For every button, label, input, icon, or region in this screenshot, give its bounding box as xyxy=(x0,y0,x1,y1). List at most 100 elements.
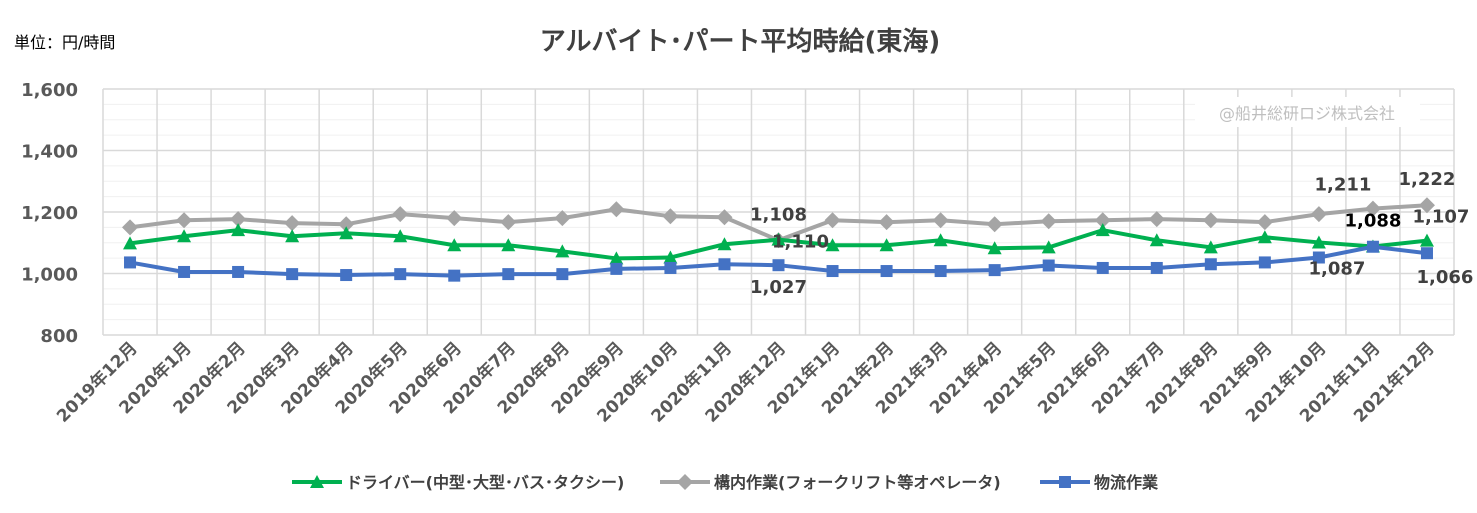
data-point-diamond xyxy=(1418,197,1435,214)
data-label: 1,222 xyxy=(1399,169,1456,190)
data-point-diamond xyxy=(1256,214,1273,231)
data-point-square xyxy=(286,268,299,281)
y-tick-label: 1,400 xyxy=(21,142,78,163)
y-tick-label: 1,600 xyxy=(21,80,78,101)
data-point-diamond xyxy=(677,474,693,490)
data-point-diamond xyxy=(176,212,193,229)
data-point-triangle xyxy=(555,244,570,258)
data-label: 1,107 xyxy=(1413,207,1470,228)
data-point-diamond xyxy=(446,210,463,227)
data-point-square xyxy=(232,265,245,278)
data-point-triangle xyxy=(285,229,300,243)
data-point-diamond xyxy=(662,208,679,225)
data-point-diamond xyxy=(1310,206,1327,223)
watermark: @船井総研ロジ株式会社 xyxy=(1219,104,1395,123)
data-point-square xyxy=(394,268,407,281)
legend-label: 構内作業(フォークリフト等オペレータ) xyxy=(714,473,1001,492)
data-point-square xyxy=(610,262,623,275)
data-point-triangle xyxy=(771,232,786,246)
data-point-triangle xyxy=(447,238,462,252)
legend-item: ドライバー(中型･大型･バス･タクシー) xyxy=(292,473,624,492)
data-point-diamond xyxy=(554,210,571,227)
data-point-square xyxy=(826,265,839,278)
data-point-square xyxy=(448,269,461,282)
data-point-diamond xyxy=(500,214,517,231)
y-tick-label: 1,000 xyxy=(21,265,78,286)
data-point-square xyxy=(178,265,191,278)
chart-title: アルバイト･パート平均時給(東海) xyxy=(540,26,941,57)
data-point-square xyxy=(124,256,137,269)
data-point-triangle xyxy=(1203,240,1218,254)
data-point-triangle xyxy=(231,223,246,237)
unit-label: 単位：円/時間 xyxy=(14,33,115,52)
data-point-triangle xyxy=(393,229,408,243)
data-label: 1,066 xyxy=(1417,267,1474,288)
data-point-square xyxy=(1150,261,1163,274)
data-point-diamond xyxy=(1148,211,1165,228)
data-point-square xyxy=(718,258,731,271)
data-point-square xyxy=(1042,259,1055,272)
data-point-square xyxy=(556,268,569,281)
data-point-diamond xyxy=(878,214,895,231)
data-point-triangle xyxy=(177,229,192,243)
data-label: 1,211 xyxy=(1314,175,1371,196)
data-point-triangle xyxy=(1041,240,1056,254)
data-point-square xyxy=(1059,476,1071,488)
data-point-diamond xyxy=(1364,200,1381,217)
data-point-triangle xyxy=(339,226,354,240)
data-point-triangle xyxy=(717,237,732,251)
data-point-triangle xyxy=(1311,235,1326,249)
data-point-triangle xyxy=(123,236,138,250)
legend-label: 物流作業 xyxy=(1094,473,1159,492)
data-point-triangle xyxy=(1149,233,1164,247)
data-point-square xyxy=(1258,256,1271,269)
data-point-square xyxy=(1366,240,1379,253)
data-point-square xyxy=(1312,251,1325,264)
y-tick-label: 800 xyxy=(40,326,78,347)
data-label: 1,110 xyxy=(772,232,829,253)
data-point-diamond xyxy=(824,212,841,229)
data-point-square xyxy=(772,259,785,272)
data-point-diamond xyxy=(608,201,625,218)
data-point-square xyxy=(988,264,1001,277)
data-point-diamond xyxy=(1094,212,1111,229)
legend-label: ドライバー(中型･大型･バス･タクシー) xyxy=(346,473,624,492)
data-point-triangle xyxy=(310,475,324,488)
data-point-triangle xyxy=(1095,223,1110,237)
data-point-triangle xyxy=(1419,233,1434,247)
data-point-diamond xyxy=(1202,212,1219,229)
data-point-square xyxy=(880,265,893,278)
data-point-triangle xyxy=(879,238,894,252)
data-point-triangle xyxy=(933,233,948,247)
data-point-diamond xyxy=(122,219,139,236)
data-point-triangle xyxy=(1257,230,1272,244)
data-point-triangle xyxy=(987,241,1002,255)
data-point-diamond xyxy=(1040,213,1057,230)
data-point-diamond xyxy=(932,212,949,229)
data-point-diamond xyxy=(230,211,247,228)
data-point-triangle xyxy=(663,250,678,264)
data-point-diamond xyxy=(986,216,1003,233)
data-point-square xyxy=(664,261,677,274)
data-point-triangle xyxy=(501,238,516,252)
data-point-square xyxy=(340,269,353,282)
data-point-square xyxy=(934,265,947,278)
data-point-square xyxy=(1420,247,1433,260)
data-point-triangle xyxy=(609,251,624,265)
data-point-diamond xyxy=(284,215,301,232)
data-point-square xyxy=(502,268,515,281)
data-point-triangle xyxy=(825,238,840,252)
data-label: 1,088 xyxy=(1344,210,1401,231)
legend-item: 物流作業 xyxy=(1040,473,1159,492)
data-label: 1,108 xyxy=(750,204,807,225)
data-label: 1,087 xyxy=(1308,259,1365,280)
watermark-box xyxy=(1195,97,1420,127)
data-point-diamond xyxy=(392,206,409,223)
data-point-diamond xyxy=(338,216,355,233)
legend-item: 構内作業(フォークリフト等オペレータ) xyxy=(660,473,1001,492)
data-label: 1,027 xyxy=(750,277,807,298)
data-point-square xyxy=(1204,258,1217,271)
data-point-diamond xyxy=(716,209,733,226)
